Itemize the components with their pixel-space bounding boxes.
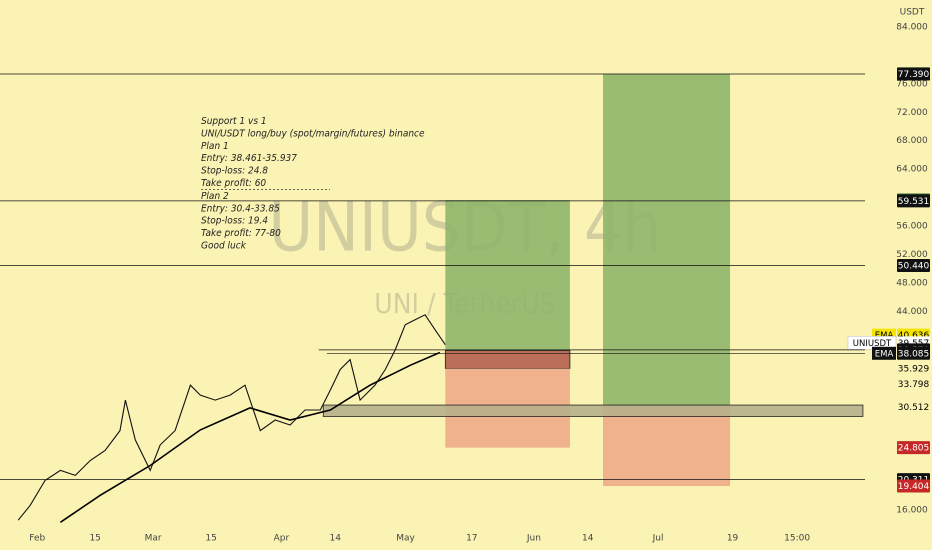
price-tag-label: 77.390: [898, 70, 930, 80]
ema-line: [59, 351, 441, 523]
note-line: Good luck: [201, 241, 247, 252]
zone: [603, 405, 731, 487]
y-tick-label: 84.000: [896, 23, 928, 33]
price-tag-label: 38.085: [898, 349, 930, 359]
x-tick-label: 15:00: [784, 534, 810, 544]
note-line: Support 1 vs 1: [201, 116, 267, 127]
note-line: Take profit: 77-80: [201, 228, 281, 239]
x-tick-label: 15: [89, 534, 100, 544]
price-tag: [897, 346, 930, 360]
y-tick-label: 64.000: [896, 165, 928, 175]
price-tag-label: 59.531: [898, 197, 930, 207]
y-axis-label: USDT: [900, 8, 925, 18]
x-tick-label: 14: [582, 534, 594, 544]
y-tick-label: 44.000: [896, 307, 928, 317]
price-tag-label: 50.440: [898, 261, 930, 271]
zone: [322, 404, 864, 417]
price-tag-label: 19.404: [898, 482, 930, 492]
price-tag: [897, 441, 930, 455]
x-tick-label: May: [396, 534, 415, 544]
x-tick-label: 14: [330, 534, 342, 544]
note-line: Stop-loss: 24.8: [201, 166, 268, 177]
price-tag-prefix-bg: [872, 346, 896, 360]
price-tag-label: 40.636: [898, 331, 930, 341]
zone: [445, 199, 570, 351]
note-line: Plan 1: [201, 141, 229, 152]
price-tag-label: 30.512: [898, 403, 930, 413]
x-tick-label: 19: [727, 534, 739, 544]
price-tag-prefix: UNIUSDT: [853, 339, 892, 349]
price-tag: [897, 194, 930, 208]
x-tick-label: Mar: [145, 534, 162, 544]
price-tag: [897, 377, 930, 391]
price-tag: [897, 362, 930, 376]
x-tick-label: 17: [466, 534, 477, 544]
note-line: Stop-loss: 19.4: [201, 216, 268, 227]
x-tick-label: Apr: [274, 534, 290, 544]
y-tick-label: 52.000: [896, 250, 928, 260]
price-tag: [897, 258, 930, 272]
note-line: Plan 2: [201, 191, 229, 202]
y-tick-label: 72.000: [896, 108, 928, 118]
x-tick-label: Jun: [526, 534, 541, 544]
note-line: Entry: 38.461-35.937: [201, 153, 297, 164]
y-tick-label: 56.000: [896, 221, 928, 231]
x-tick-label: 15: [205, 534, 216, 544]
price-line: [17, 314, 446, 521]
x-tick-label: Feb: [29, 534, 45, 544]
note-line: Entry: 30.4-33.85: [201, 203, 280, 214]
price-tag: [897, 400, 930, 414]
y-tick-label: 68.000: [896, 136, 928, 146]
y-tick-label: 48.000: [896, 278, 928, 288]
price-tag-label: 33.798: [898, 380, 930, 390]
note-line: Take profit: 60: [201, 178, 266, 189]
note-line: UNI/USDT long/buy (spot/margin/futures) …: [201, 128, 425, 139]
y-tick-label: 16.000: [896, 506, 928, 516]
price-tag-prefix: EMA: [875, 349, 894, 359]
x-tick-label: Jul: [652, 534, 664, 544]
price-tag-label: 35.929: [898, 365, 930, 375]
price-tag: [897, 67, 930, 81]
y-tick-label: 76.000: [896, 79, 928, 89]
price-tag-label: 24.805: [898, 444, 930, 454]
price-tag: [897, 479, 930, 493]
zone: [603, 73, 731, 406]
